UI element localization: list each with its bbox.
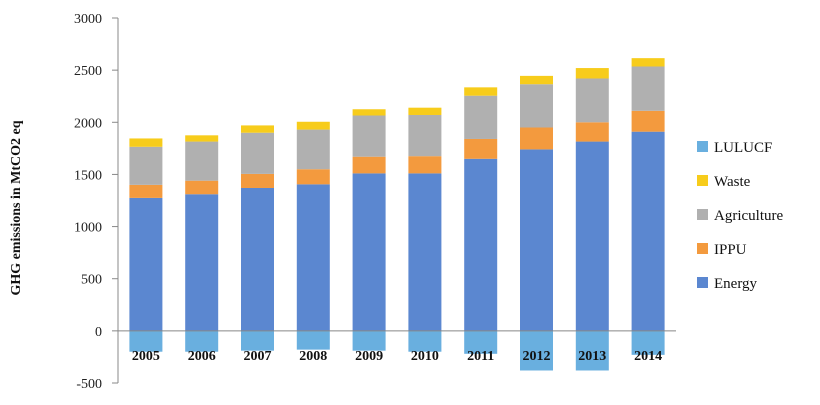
y-axis-ticks: -500 0 500 1000 1500 2000 2500 3000 xyxy=(74,12,118,392)
legend-swatch-agriculture xyxy=(697,209,708,220)
legend: LULUCF Waste Agriculture IPPU Energy xyxy=(697,140,783,292)
bar-segment-energy-2010 xyxy=(408,173,442,331)
bar-segment-ippu-2013 xyxy=(575,122,609,142)
bar-segment-energy-2014 xyxy=(631,131,665,331)
bar-segment-agriculture-2007 xyxy=(241,132,274,174)
x-tick-label: 2013 xyxy=(578,349,606,364)
bar-segment-energy-2008 xyxy=(296,184,330,331)
bar-segment-lulucf-2006 xyxy=(185,330,219,352)
bar-segment-agriculture-2006 xyxy=(185,141,219,181)
x-tick-label: 2008 xyxy=(299,349,327,364)
y-tick-label: 2000 xyxy=(74,116,102,131)
bar-segment-energy-2011 xyxy=(464,158,498,331)
y-tick-label: 1500 xyxy=(74,168,102,183)
y-tick-label: 3000 xyxy=(74,12,102,27)
y-tick-label: -500 xyxy=(76,377,102,392)
bars xyxy=(129,58,665,371)
bar-segment-lulucf-2008 xyxy=(296,330,330,350)
axes xyxy=(117,18,676,383)
legend-label-ippu: IPPU xyxy=(714,242,747,258)
y-axis-label: GHG emissions in MtCO2 eq xyxy=(9,120,24,295)
x-tick-label: 2012 xyxy=(523,349,551,364)
bar-segment-waste-2011 xyxy=(464,87,498,96)
bar-segment-ippu-2012 xyxy=(520,127,553,150)
bar-segment-agriculture-2012 xyxy=(520,84,553,128)
y-tick-label: 500 xyxy=(81,273,102,288)
bar-segment-agriculture-2014 xyxy=(631,66,665,111)
y-tick-label: 0 xyxy=(95,325,102,340)
x-tick-label: 2011 xyxy=(467,349,494,364)
x-tick-label: 2005 xyxy=(132,349,160,364)
legend-swatch-ippu xyxy=(697,243,708,254)
legend-swatch-waste xyxy=(697,175,708,186)
bar-segment-ippu-2007 xyxy=(241,173,274,188)
bar-segment-ippu-2009 xyxy=(352,156,386,174)
y-tick-label: 1000 xyxy=(74,221,102,236)
bar-segment-agriculture-2013 xyxy=(575,78,609,123)
bar-segment-waste-2010 xyxy=(408,107,442,115)
x-tick-label: 2014 xyxy=(634,349,662,364)
bar-segment-lulucf-2014 xyxy=(631,330,665,355)
legend-swatch-lulucf xyxy=(697,141,708,152)
bar-segment-lulucf-2009 xyxy=(352,330,386,351)
legend-label-agriculture: Agriculture xyxy=(714,208,783,224)
bar-segment-ippu-2014 xyxy=(631,110,665,132)
bar-segment-energy-2005 xyxy=(129,197,163,331)
bar-segment-lulucf-2013 xyxy=(575,330,609,371)
bar-segment-waste-2007 xyxy=(241,125,274,133)
bar-segment-energy-2013 xyxy=(575,141,609,331)
bar-segment-agriculture-2009 xyxy=(352,115,386,157)
bar-segment-agriculture-2005 xyxy=(129,146,163,185)
bar-segment-energy-2007 xyxy=(241,187,274,331)
bar-segment-ippu-2010 xyxy=(408,156,442,174)
legend-label-waste: Waste xyxy=(714,174,751,190)
bar-segment-lulucf-2007 xyxy=(241,330,274,351)
y-tick-label: 2500 xyxy=(74,64,102,79)
x-tick-label: 2010 xyxy=(411,349,439,364)
bar-segment-ippu-2006 xyxy=(185,180,219,195)
bar-segment-energy-2006 xyxy=(185,194,219,331)
legend-label-energy: Energy xyxy=(714,276,758,292)
legend-label-lulucf: LULUCF xyxy=(714,140,772,156)
bar-segment-waste-2006 xyxy=(185,135,219,142)
x-tick-label: 2006 xyxy=(188,349,216,364)
bar-segment-waste-2005 xyxy=(129,138,163,147)
bar-segment-lulucf-2011 xyxy=(464,330,498,354)
bar-segment-ippu-2008 xyxy=(296,169,330,185)
bar-segment-agriculture-2010 xyxy=(408,114,442,157)
bar-segment-energy-2012 xyxy=(520,149,553,331)
bar-segment-waste-2009 xyxy=(352,109,386,116)
bar-segment-lulucf-2010 xyxy=(408,330,442,352)
bar-segment-ippu-2005 xyxy=(129,184,163,198)
legend-swatch-energy xyxy=(697,277,708,288)
bar-segment-waste-2014 xyxy=(631,58,665,67)
bar-segment-waste-2013 xyxy=(575,68,609,79)
bar-segment-waste-2008 xyxy=(296,121,330,130)
x-tick-label: 2007 xyxy=(244,349,272,364)
bar-segment-ippu-2011 xyxy=(464,138,498,159)
category-labels: 2005 2006 2007 2008 2009 2010 2011 2012 2013 2014 xyxy=(132,349,662,364)
bar-segment-agriculture-2011 xyxy=(464,95,498,139)
bar-segment-lulucf-2012 xyxy=(520,330,553,371)
bar-segment-lulucf-2005 xyxy=(129,330,163,352)
x-tick-label: 2009 xyxy=(355,349,383,364)
bar-segment-energy-2009 xyxy=(352,173,386,331)
bar-segment-waste-2012 xyxy=(520,75,553,85)
bar-segment-agriculture-2008 xyxy=(296,129,330,170)
